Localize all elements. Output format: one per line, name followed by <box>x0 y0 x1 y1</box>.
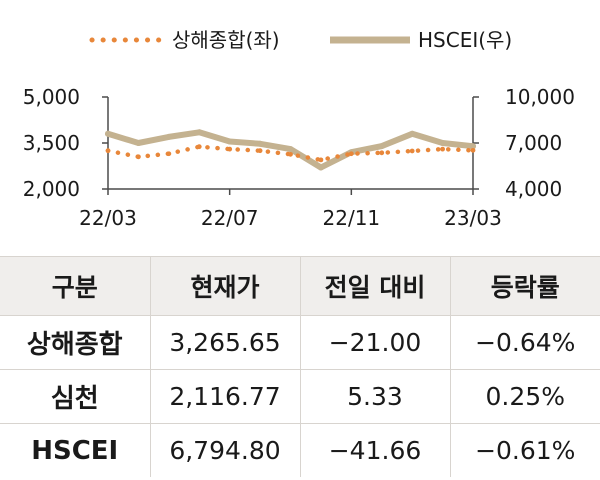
x-tick-label: 22/03 <box>79 206 137 230</box>
row-label: 심천 <box>0 369 150 424</box>
data-point-shanghai <box>136 154 141 160</box>
data-point-hscei <box>196 129 203 136</box>
data-point-hscei <box>439 140 446 146</box>
x-tick-label: 22/07 <box>201 206 259 230</box>
data-point-shanghai <box>379 150 385 156</box>
current-price: 2,116.77 <box>149 369 300 424</box>
data-point-hscei <box>409 130 416 137</box>
y-tick-label-right: 10,000 <box>505 85 575 109</box>
data-point-shanghai <box>196 144 202 150</box>
data-point-shanghai <box>440 146 445 152</box>
index-table: 구분 현재가 전일 대비 등락률 상해종합 3,265.65 −21.00 −0… <box>0 256 600 477</box>
header-change-rate: 등락률 <box>449 256 600 316</box>
data-point-shanghai <box>409 148 415 154</box>
y-tick-label-left: 3,500 <box>23 131 80 155</box>
change-rate: −0.61% <box>449 423 600 477</box>
change-rate: −0.64% <box>449 315 600 370</box>
change: −21.00 <box>299 315 450 370</box>
change: −41.66 <box>299 423 450 477</box>
table-row: HSCEI 6,794.80 −41.66 −0.61% <box>0 423 600 477</box>
table-row: 상해종합 3,265.65 −21.00 −0.64% <box>0 315 600 370</box>
header-category: 구분 <box>0 256 150 316</box>
data-point-shanghai <box>257 148 263 154</box>
table-row: 심천 2,116.77 5.33 0.25% <box>0 369 600 424</box>
data-point-shanghai <box>348 151 354 157</box>
y-tick-label-right: 4,000 <box>505 177 562 201</box>
header-current-price: 현재가 <box>149 256 300 316</box>
y-tick-label-left: 2,000 <box>23 177 80 201</box>
data-point-hscei <box>378 143 385 150</box>
x-tick-label: 22/11 <box>323 206 381 230</box>
data-point-shanghai <box>166 151 172 157</box>
legend-label-shanghai: 상해종합(좌) <box>172 28 280 52</box>
data-point-shanghai <box>105 148 111 154</box>
data-point-shanghai <box>227 146 233 152</box>
line-chart: 상해종합(좌) HSCEI(우) 5,000 3,500 2,000 10,000 7,00… <box>23 28 575 230</box>
legend-label-hscei: HSCEI(우) <box>418 28 512 52</box>
y-tick-label-left: 5,000 <box>23 85 80 109</box>
data-point-hscei <box>105 130 111 137</box>
current-price: 3,265.65 <box>149 315 300 370</box>
table-header-row: 구분 현재가 전일 대비 등락률 <box>0 256 600 316</box>
chart-area: 상해종합(좌) HSCEI(우) 5,000 3,500 2,000 10,000 7,00… <box>23 28 575 230</box>
data-point-hscei <box>257 140 264 147</box>
data-point-shanghai <box>470 147 476 153</box>
change: 5.33 <box>299 369 450 424</box>
row-label: 상해종합 <box>0 315 150 370</box>
data-point-shanghai <box>288 151 293 157</box>
data-point-hscei <box>317 164 324 171</box>
data-point-hscei <box>470 143 476 150</box>
x-tick-label: 23/03 <box>444 206 502 230</box>
data-point-hscei <box>135 140 142 146</box>
current-price: 6,794.80 <box>149 423 300 477</box>
header-change: 전일 대비 <box>299 256 450 316</box>
y-tick-label-right: 7,000 <box>505 131 562 155</box>
change-rate: 0.25% <box>449 369 600 424</box>
data-point-shanghai <box>318 157 324 163</box>
data-point-hscei <box>287 146 294 153</box>
row-label: HSCEI <box>0 423 150 477</box>
data-point-hscei <box>226 138 233 145</box>
data-point-hscei <box>165 133 172 140</box>
